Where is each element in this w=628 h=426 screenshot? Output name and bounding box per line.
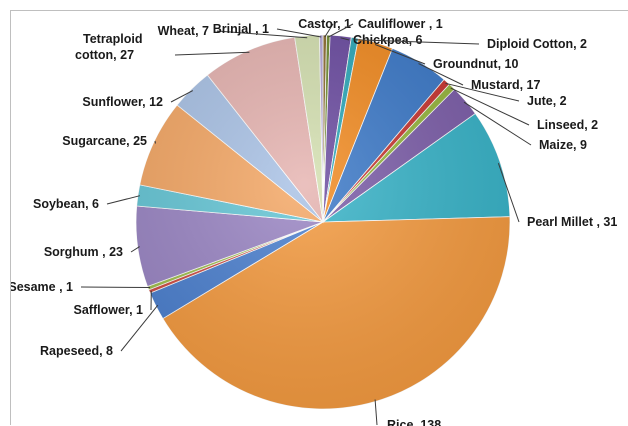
slice-label-sesame: Sesame , 1	[11, 280, 73, 294]
slice-label-pearl-millet: Pearl Millet , 31	[527, 215, 617, 229]
slice-label-mustard: Mustard, 17	[471, 78, 541, 92]
slice-label-wheat: Wheat, 7	[158, 24, 209, 38]
slice-label-cauliflower: Cauliflower , 1	[358, 17, 443, 31]
slice-label-sugarcane: Sugarcane, 25	[62, 134, 147, 148]
slice-label-sunflower: Sunflower, 12	[82, 95, 163, 109]
slice-label-sorghum: Sorghum , 23	[44, 245, 123, 259]
leader-line-soybean	[107, 196, 140, 204]
slice-label-safflower: Safflower, 1	[74, 303, 144, 317]
slice-label-brinjal: Brinjal , 1	[213, 22, 269, 36]
leader-line-rice	[375, 400, 377, 426]
leader-line-tetraploid-cotton	[175, 52, 249, 55]
slice-label-groundnut: Groundnut, 10	[433, 57, 518, 71]
slice-label-soybean: Soybean, 6	[33, 197, 99, 211]
slice-label-maize: Maize, 9	[539, 138, 587, 152]
slice-label-jute: Jute, 2	[527, 94, 567, 108]
leader-line-sugarcane	[155, 141, 156, 144]
slice-label-rapeseed: Rapeseed, 8	[40, 344, 113, 358]
slice-label-diploid-cotton: Diploid Cotton, 2	[487, 37, 587, 51]
slice-label-linseed: Linseed, 2	[537, 118, 598, 132]
leader-line-sesame	[81, 287, 150, 288]
